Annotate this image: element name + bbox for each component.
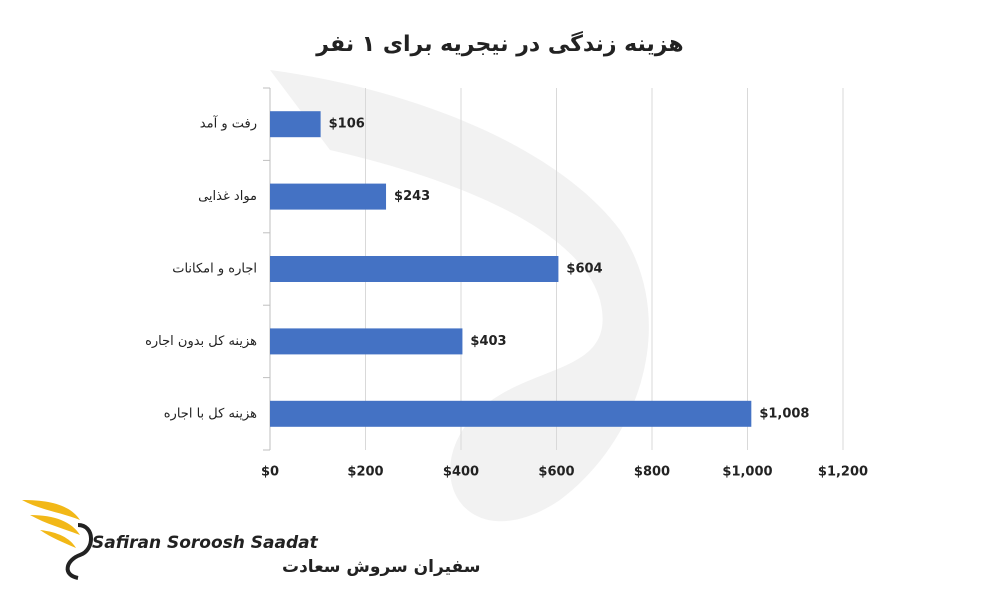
value-label: $403 bbox=[470, 334, 506, 349]
value-label: $604 bbox=[566, 262, 602, 277]
y-tick-label: مواد غذایی bbox=[198, 189, 257, 204]
logo: Safiran Soroosh Saadat سفیران سروش سعادت bbox=[22, 500, 480, 580]
bar bbox=[270, 111, 321, 138]
x-tick-label: $0 bbox=[261, 465, 279, 480]
value-label: $243 bbox=[394, 189, 430, 204]
y-tick-label: هزینه کل بدون اجاره bbox=[145, 334, 257, 349]
y-tick-label: رفت و آمد bbox=[200, 115, 257, 132]
logo-name-fa: سفیران سروش سعادت bbox=[282, 557, 480, 577]
bar bbox=[270, 328, 463, 355]
chart-title: هزینه زندگی در نیجریه برای ۱ نفر bbox=[315, 30, 683, 57]
x-tick-label: $200 bbox=[347, 465, 383, 480]
x-tick-label: $1,000 bbox=[722, 465, 772, 480]
value-label: $106 bbox=[329, 117, 365, 132]
logo-s bbox=[65, 523, 93, 580]
bar bbox=[270, 400, 752, 427]
y-tick-label: هزینه کل با اجاره bbox=[164, 406, 257, 421]
logo-wing bbox=[22, 500, 80, 548]
x-tick-label: $400 bbox=[443, 465, 479, 480]
x-tick-label: $800 bbox=[634, 465, 670, 480]
value-label: $1,008 bbox=[759, 406, 809, 421]
logo-name-en: Safiran Soroosh Saadat bbox=[92, 533, 319, 553]
x-tick-label: $1,200 bbox=[818, 465, 868, 480]
y-tick-label: اجاره و امکانات bbox=[172, 262, 257, 277]
bar bbox=[270, 183, 387, 210]
x-tick-label: $600 bbox=[538, 465, 574, 480]
bar bbox=[270, 256, 559, 282]
